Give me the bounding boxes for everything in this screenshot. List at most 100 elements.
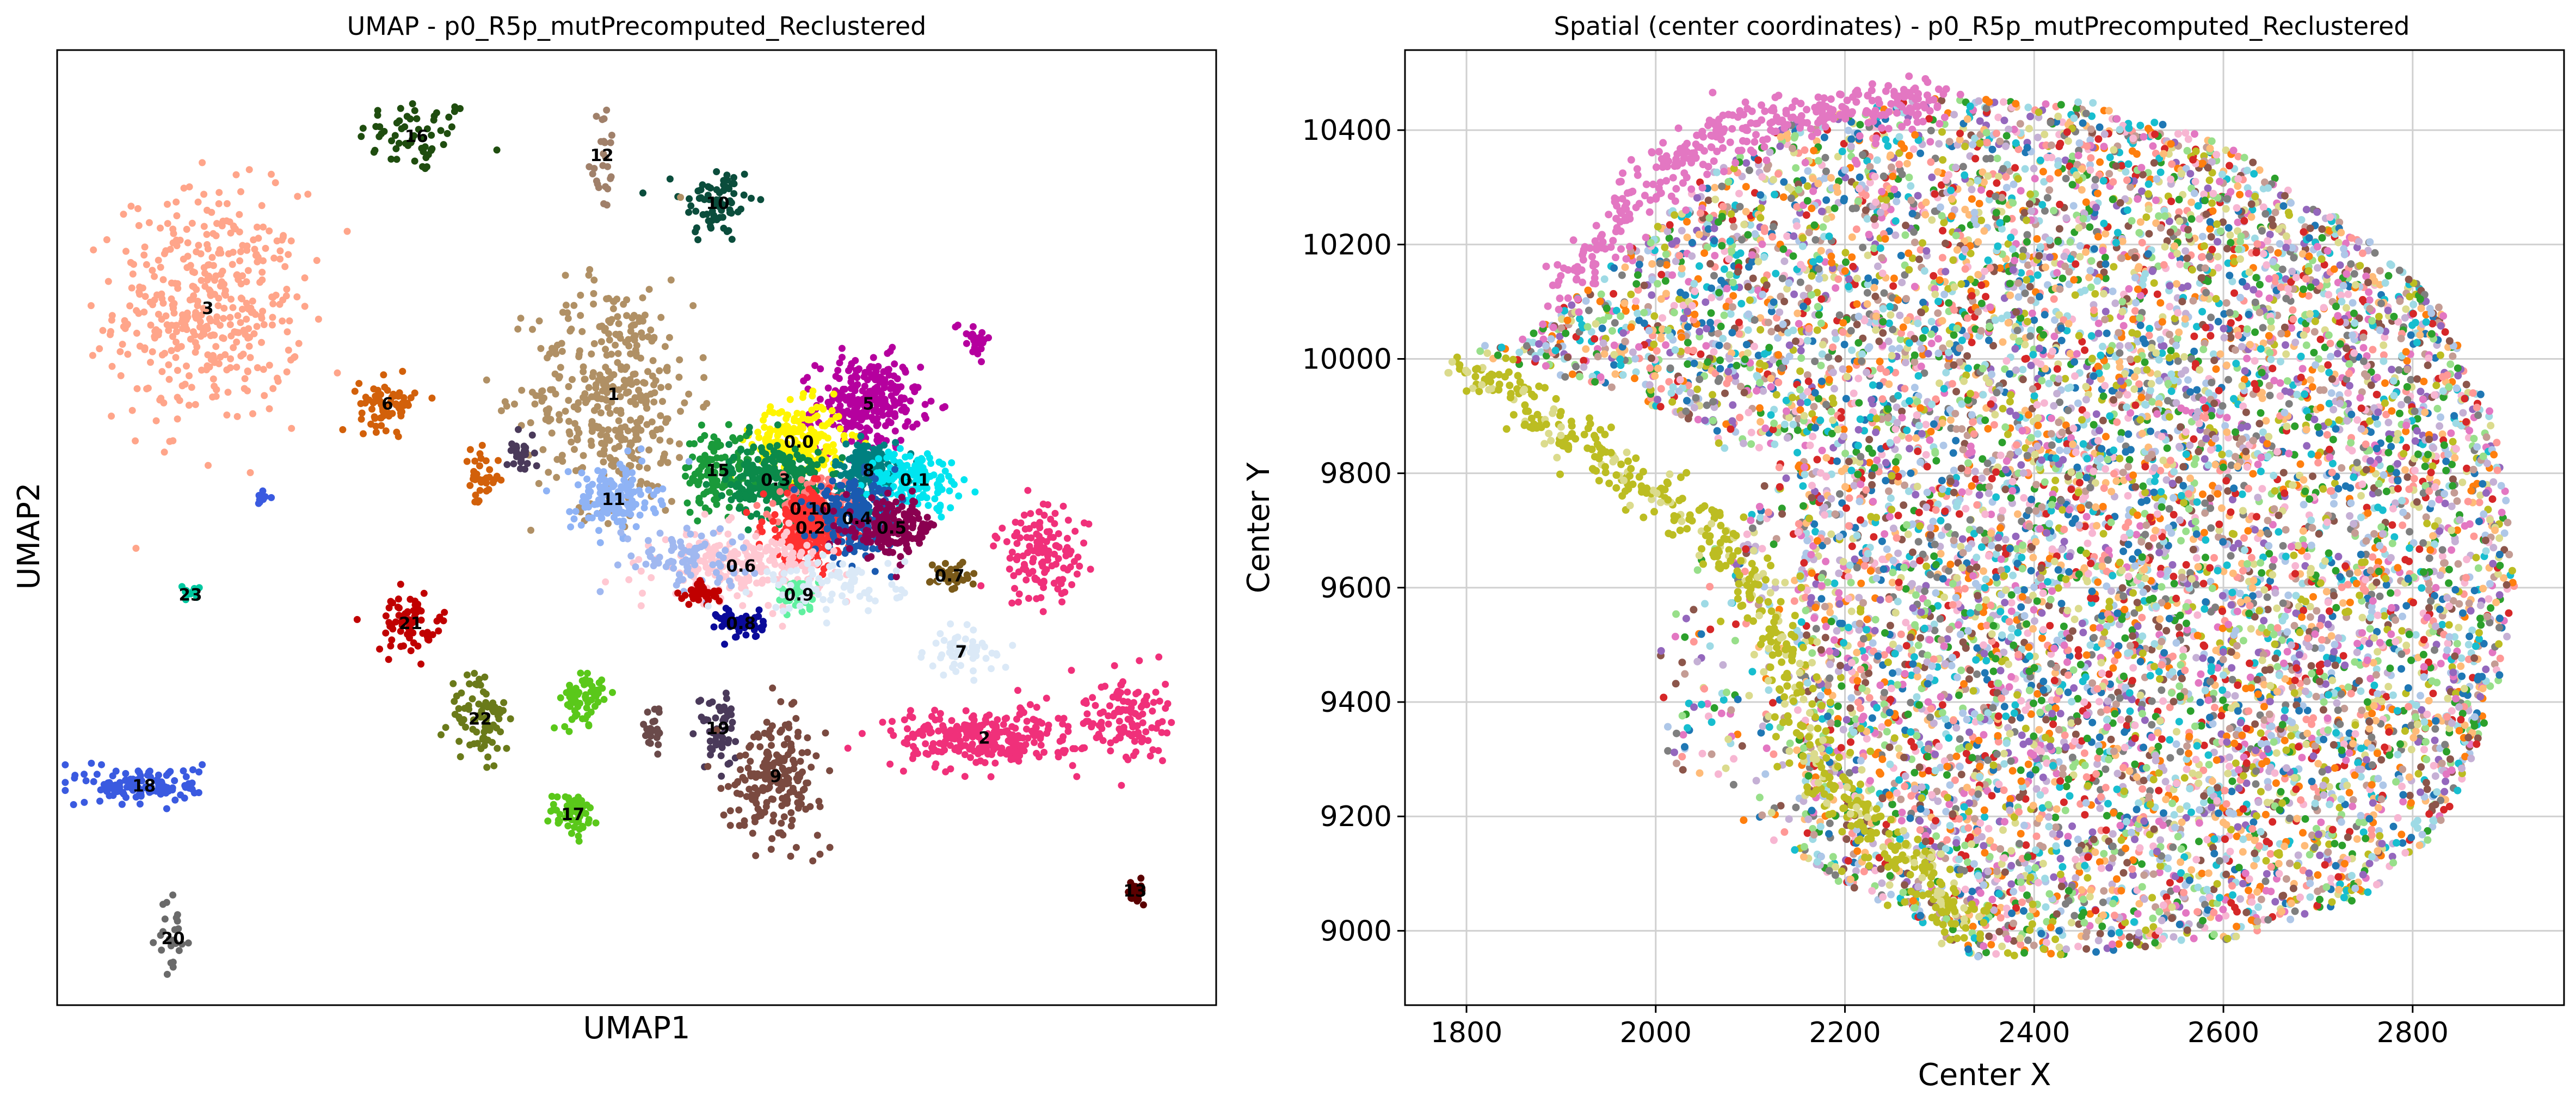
umap-point bbox=[388, 137, 396, 145]
umap-point bbox=[582, 691, 589, 699]
umap-point bbox=[699, 354, 707, 361]
umap-point bbox=[413, 115, 421, 122]
umap-point bbox=[681, 546, 688, 554]
umap-point bbox=[884, 489, 892, 497]
umap-point bbox=[1124, 756, 1132, 764]
umap-point bbox=[232, 225, 239, 233]
umap-point bbox=[555, 374, 563, 382]
umap-point bbox=[826, 563, 833, 570]
umap-point bbox=[772, 452, 779, 459]
umap-point bbox=[1071, 745, 1079, 753]
umap-point bbox=[725, 441, 733, 448]
umap-point bbox=[856, 593, 864, 600]
umap-point bbox=[258, 268, 266, 276]
umap-point bbox=[1155, 747, 1162, 754]
umap-point bbox=[630, 454, 638, 462]
umap-point bbox=[470, 740, 478, 748]
umap-point bbox=[457, 753, 464, 760]
umap-point bbox=[313, 257, 321, 264]
umap-point bbox=[732, 633, 739, 641]
umap-point bbox=[713, 196, 720, 204]
umap-point bbox=[904, 545, 911, 553]
umap-point bbox=[595, 679, 603, 686]
umap-point bbox=[650, 335, 657, 342]
umap-point bbox=[714, 578, 722, 586]
umap-point bbox=[165, 376, 173, 383]
umap-point bbox=[233, 413, 241, 420]
umap-point bbox=[372, 392, 379, 400]
umap-point bbox=[725, 185, 733, 193]
umap-point bbox=[880, 368, 888, 376]
umap-point bbox=[372, 428, 380, 436]
umap-point bbox=[917, 364, 925, 371]
umap-point bbox=[787, 822, 795, 830]
umap-point bbox=[535, 317, 543, 325]
umap-point bbox=[556, 416, 563, 424]
umap-point bbox=[607, 175, 614, 182]
umap-point bbox=[414, 642, 422, 650]
umap-point bbox=[517, 315, 525, 322]
umap-point bbox=[483, 376, 490, 384]
umap-point bbox=[726, 822, 734, 829]
umap-point bbox=[586, 266, 594, 273]
umap-point bbox=[1041, 569, 1049, 576]
umap-point bbox=[892, 586, 899, 593]
umap-point bbox=[1021, 562, 1028, 570]
umap-point bbox=[979, 721, 987, 729]
umap-point bbox=[846, 455, 853, 463]
umap-point bbox=[539, 446, 547, 453]
umap-point bbox=[719, 213, 726, 221]
umap-point bbox=[640, 721, 648, 728]
umap-point bbox=[713, 569, 720, 576]
umap-point bbox=[695, 498, 702, 505]
umap-point bbox=[243, 247, 251, 254]
umap-point bbox=[1069, 762, 1076, 770]
umap-point bbox=[683, 499, 691, 507]
umap-point bbox=[725, 227, 732, 235]
umap-point bbox=[1081, 744, 1088, 752]
umap-point bbox=[788, 816, 796, 824]
umap-point bbox=[127, 202, 135, 210]
umap-point bbox=[355, 380, 363, 387]
umap-point bbox=[667, 276, 675, 284]
umap-point bbox=[635, 386, 643, 394]
umap-point bbox=[458, 689, 465, 697]
umap-point bbox=[497, 476, 505, 484]
umap-point bbox=[482, 457, 490, 465]
umap-point bbox=[907, 397, 914, 405]
umap-point bbox=[879, 411, 887, 419]
umap-point bbox=[923, 450, 931, 458]
umap-point bbox=[1020, 747, 1028, 755]
umap-point bbox=[946, 487, 953, 495]
umap-point bbox=[659, 398, 666, 405]
umap-point bbox=[643, 397, 650, 405]
umap-point bbox=[743, 509, 750, 516]
umap-point bbox=[223, 200, 231, 207]
umap-point bbox=[1024, 549, 1032, 556]
umap-point bbox=[1029, 558, 1037, 565]
umap-point bbox=[664, 383, 672, 391]
umap-point bbox=[515, 426, 522, 433]
umap-point bbox=[761, 423, 768, 431]
umap-point bbox=[704, 602, 712, 610]
umap-point bbox=[679, 558, 686, 566]
umap-point bbox=[553, 793, 561, 801]
umap-point bbox=[440, 141, 447, 149]
umap-point bbox=[864, 376, 871, 384]
umap-point bbox=[643, 404, 650, 412]
umap-point bbox=[979, 339, 987, 347]
umap-point bbox=[1002, 663, 1009, 671]
umap-point bbox=[845, 470, 852, 478]
umap-point bbox=[718, 744, 726, 752]
umap-point bbox=[258, 202, 266, 210]
umap-point bbox=[469, 695, 476, 703]
umap-point bbox=[945, 472, 952, 480]
umap-point bbox=[141, 344, 149, 352]
umap-point bbox=[742, 491, 749, 499]
umap-point bbox=[249, 297, 256, 305]
umap-point bbox=[135, 222, 143, 229]
umap-point bbox=[249, 308, 257, 316]
umap-point bbox=[381, 384, 389, 391]
umap-point bbox=[473, 728, 480, 736]
umap-point bbox=[800, 785, 808, 793]
